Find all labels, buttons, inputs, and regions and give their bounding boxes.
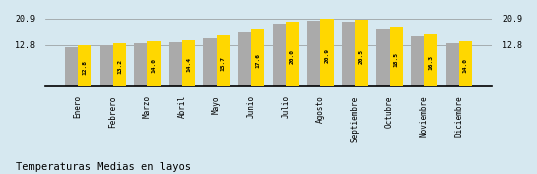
Text: 15.7: 15.7 — [221, 56, 226, 70]
Bar — [251, 29, 264, 86]
Bar — [273, 24, 286, 86]
Bar — [321, 19, 333, 86]
Bar — [459, 41, 472, 86]
Bar — [446, 43, 459, 86]
Bar — [238, 32, 251, 86]
Bar — [182, 40, 195, 86]
Bar — [411, 36, 424, 86]
Bar — [78, 45, 91, 86]
Text: 20.9: 20.9 — [324, 48, 330, 63]
Bar — [355, 20, 368, 86]
Text: 14.4: 14.4 — [186, 57, 191, 72]
Text: 18.5: 18.5 — [394, 52, 398, 66]
Text: 13.2: 13.2 — [117, 59, 122, 74]
Bar — [307, 21, 321, 86]
Text: 16.3: 16.3 — [429, 55, 433, 70]
Bar — [148, 41, 161, 86]
Bar — [376, 29, 389, 86]
Text: 20.5: 20.5 — [359, 49, 364, 64]
Bar — [65, 47, 78, 86]
Bar — [342, 22, 355, 86]
Text: 20.0: 20.0 — [290, 49, 295, 64]
Bar — [389, 26, 403, 86]
Bar — [100, 45, 113, 86]
Text: Temperaturas Medias en layos: Temperaturas Medias en layos — [16, 162, 191, 172]
Bar — [286, 22, 299, 86]
Bar — [169, 42, 182, 86]
Bar — [113, 44, 126, 86]
Bar — [216, 35, 230, 86]
Text: 14.0: 14.0 — [463, 58, 468, 73]
Bar — [134, 43, 148, 86]
Bar — [424, 34, 437, 86]
Bar — [204, 38, 216, 86]
Text: 12.8: 12.8 — [82, 60, 88, 75]
Text: 17.6: 17.6 — [255, 53, 260, 68]
Text: 14.0: 14.0 — [151, 58, 156, 73]
